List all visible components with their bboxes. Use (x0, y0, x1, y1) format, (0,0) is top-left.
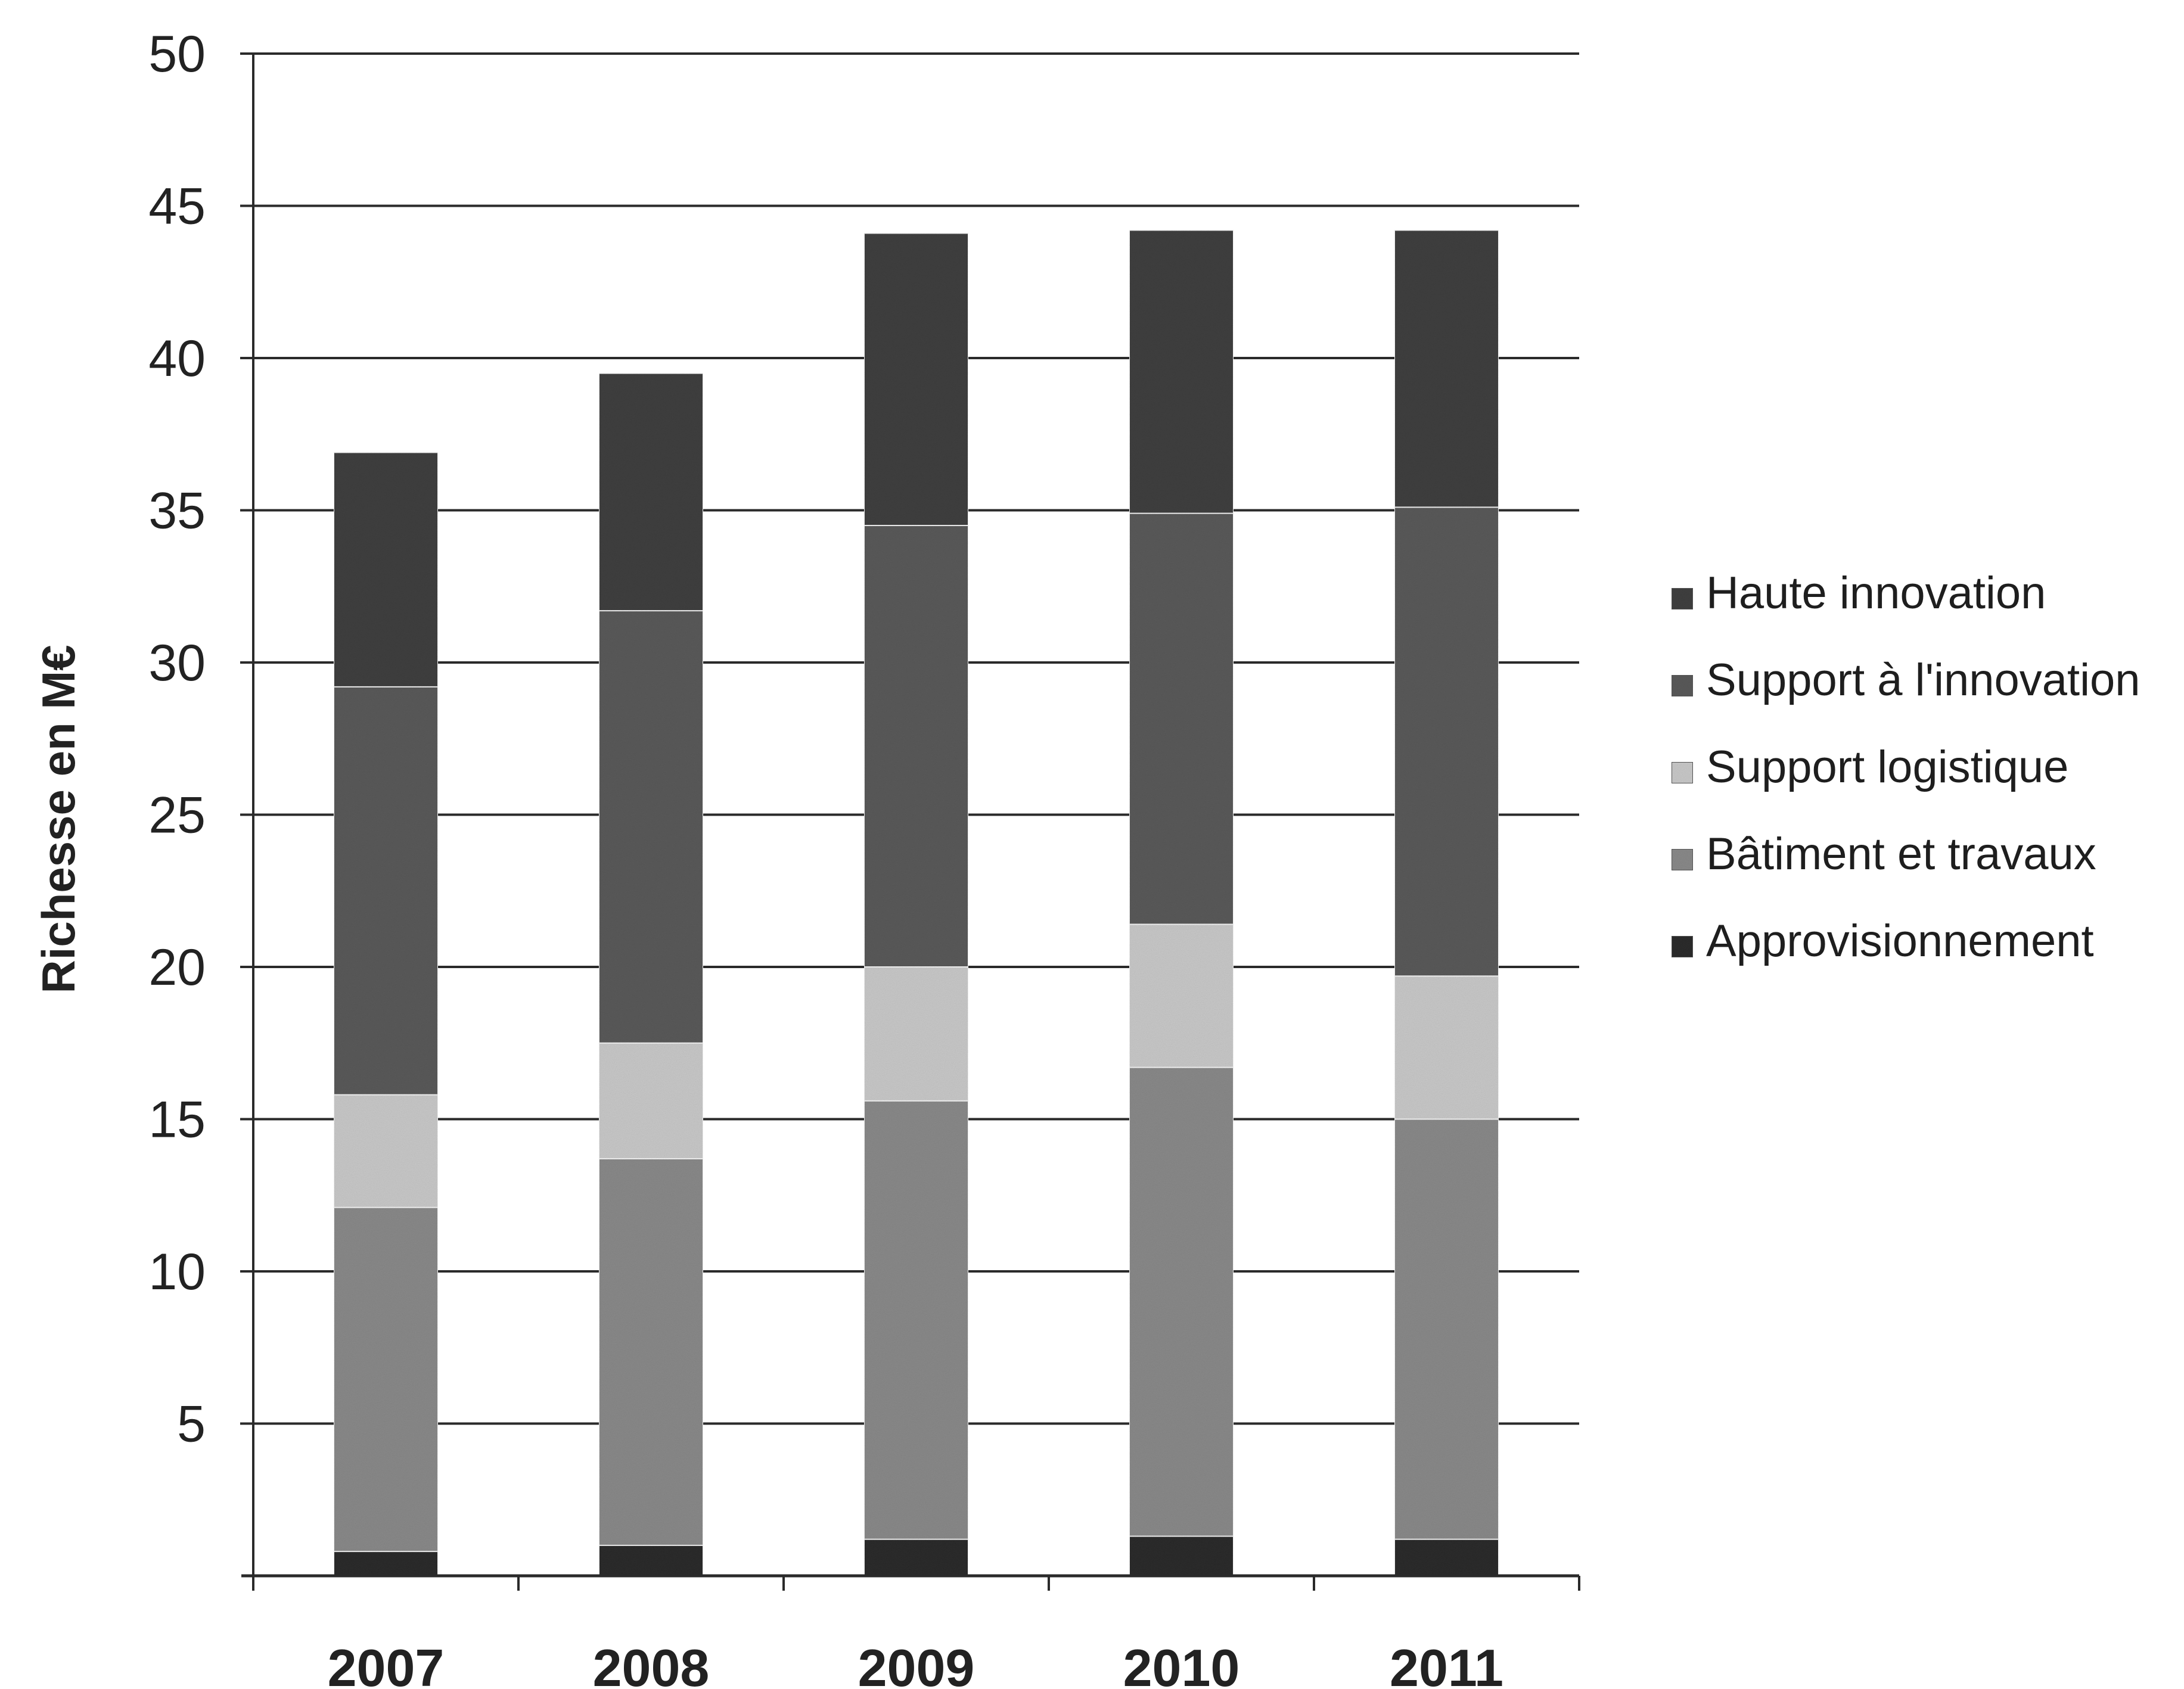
legend-label: Haute innovation (1706, 568, 2046, 618)
bar-segment-approvisionnement (333, 1551, 439, 1577)
legend-swatch (1671, 848, 1694, 871)
legend-item: Haute innovation (1671, 568, 2046, 618)
bar-segment-support-logistique (1394, 975, 1499, 1120)
y-tick-label: 50 (148, 26, 206, 83)
bar-segment-approvisionnement (1129, 1535, 1234, 1577)
bar-segment-approvisionnement (863, 1538, 969, 1576)
y-tick-label: 30 (148, 634, 206, 692)
legend-label: Support à l'innovation (1706, 655, 2140, 705)
x-tick-label: 2008 (593, 1638, 710, 1689)
legend: Haute innovation Support à l'innovation Su… (1671, 568, 2140, 966)
y-tick-label: 40 (148, 330, 206, 387)
bar-segment-approvisionnement (1394, 1538, 1499, 1576)
x-axis-ticks: 2007 2008 2009 2010 2011 (252, 1576, 1580, 1689)
bar-segment-haute-innovation (863, 232, 969, 527)
bar-stack-2010 (1129, 229, 1234, 1577)
legend-label: Bâtiment et travaux (1706, 829, 2096, 879)
legend-label: Approvisionnement (1706, 916, 2094, 966)
bar-segment-support-logistique (598, 1042, 704, 1159)
bar-segment-support-l-innovation (863, 525, 969, 968)
bar-stack-2007 (333, 452, 439, 1577)
bar-segment-support-l-innovation (333, 686, 439, 1096)
y-axis-title: Richesse en M€ (32, 645, 85, 993)
bar-segment-haute-innovation (1129, 229, 1234, 514)
bar-stack-2011 (1394, 229, 1499, 1576)
legend-swatch (1671, 935, 1694, 958)
legend-swatch (1671, 587, 1694, 610)
x-tick-label: 2009 (858, 1638, 975, 1689)
x-tick-label: 2011 (1390, 1638, 1503, 1689)
bar-stack-2008 (598, 372, 704, 1576)
x-tick-label: 2010 (1123, 1638, 1240, 1689)
legend-item: Bâtiment et travaux (1671, 829, 2096, 879)
x-tick-label: 2007 (328, 1638, 445, 1689)
y-tick-label: 45 (148, 178, 206, 235)
bar-segment-support-logistique (333, 1094, 439, 1208)
bar-segment-support-logistique (1129, 923, 1234, 1068)
bars (333, 229, 1499, 1577)
bar-segment-b-timent-et-travaux (1394, 1118, 1499, 1540)
bar-segment-support-l-innovation (1394, 506, 1499, 977)
y-tick-label: 35 (148, 483, 206, 540)
bar-segment-b-timent-et-travaux (333, 1206, 439, 1553)
bar-segment-haute-innovation (333, 452, 439, 688)
bar-segment-b-timent-et-travaux (598, 1158, 704, 1546)
y-tick-label: 10 (148, 1243, 206, 1301)
bar-segment-haute-innovation (598, 372, 704, 612)
legend-label: Support logistique (1706, 742, 2068, 792)
bar-segment-b-timent-et-travaux (1129, 1066, 1234, 1537)
y-tick-label: 15 (148, 1091, 206, 1149)
bar-stack-2009 (863, 232, 969, 1576)
bar-segment-b-timent-et-travaux (863, 1100, 969, 1540)
legend-swatch (1671, 674, 1694, 697)
legend-item: Approvisionnement (1671, 916, 2094, 966)
bar-segment-support-logistique (863, 966, 969, 1102)
bar-segment-approvisionnement (598, 1544, 704, 1576)
y-tick-label: 20 (148, 939, 206, 996)
bar-segment-support-l-innovation (1129, 512, 1234, 925)
legend-item: Support logistique (1671, 742, 2068, 792)
y-tick-label: 5 (177, 1396, 206, 1453)
legend-swatch (1671, 761, 1694, 784)
y-axis-ticks: 5 10 15 20 25 30 35 40 45 50 (148, 26, 253, 1453)
legend-item: Support à l'innovation (1671, 655, 2140, 705)
y-tick-label: 25 (148, 787, 206, 844)
bar-segment-haute-innovation (1394, 229, 1499, 508)
bar-segment-support-l-innovation (598, 610, 704, 1044)
